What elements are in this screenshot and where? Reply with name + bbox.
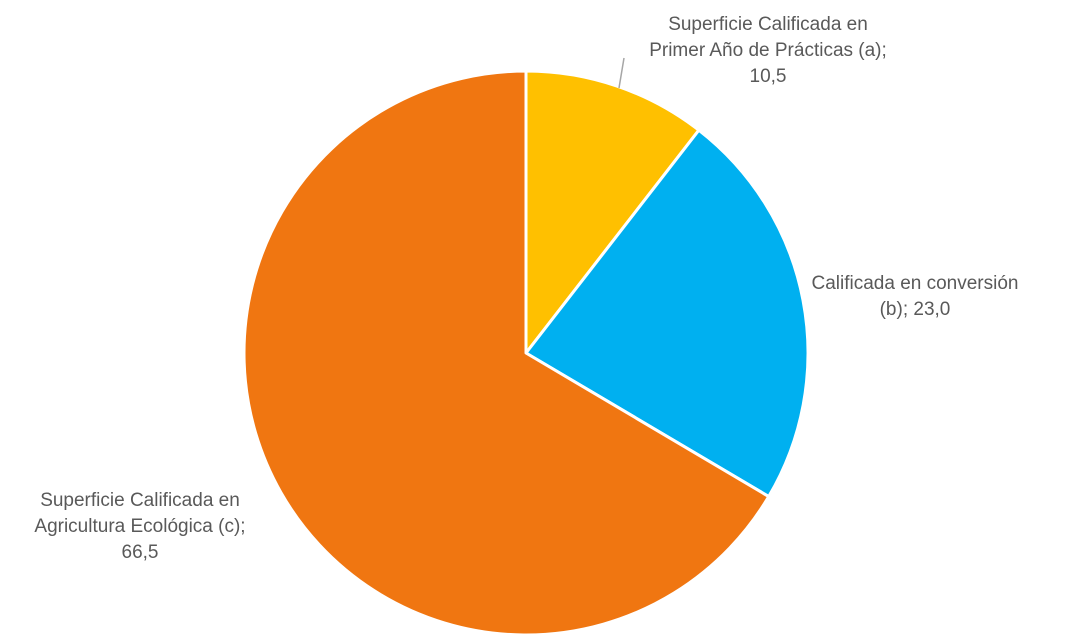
leader-lines <box>618 57 625 89</box>
slice-label-1-line-2: Primer Año de Prácticas (a); <box>649 40 887 61</box>
slice-label-2-line-2: (b); 23,0 <box>880 299 951 320</box>
pie-slice-3 <box>242 69 771 637</box>
slice-label-1-line-1: Superficie Calificada en <box>668 14 868 35</box>
pie-slices <box>242 69 810 637</box>
leader-line-1 <box>618 57 625 89</box>
pie-slice-1 <box>524 69 701 355</box>
slice-label-3-line-1: Superficie Calificada en <box>40 490 240 511</box>
slice-label-1: Superficie Calificada en Primer Año de Pr… <box>649 14 887 87</box>
slice-label-3-line-3: 66,5 <box>122 542 159 563</box>
slice-label-2: Calificada en conversión (b); 23,0 <box>811 273 1018 320</box>
slice-label-3: Superficie Calificada en Agricultura Ecol… <box>34 490 245 563</box>
slice-label-1-line-3: 10,5 <box>750 66 787 87</box>
slice-labels: Superficie Calificada en Primer Año de Pr… <box>34 14 1018 563</box>
slice-label-3-line-2: Agricultura Ecológica (c); <box>34 516 245 537</box>
slice-label-2-line-1: Calificada en conversión <box>811 273 1018 294</box>
pie-slice-2 <box>524 128 810 499</box>
